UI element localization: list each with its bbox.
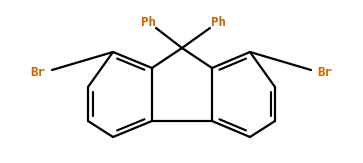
Text: Br: Br xyxy=(30,66,45,79)
Text: Br: Br xyxy=(318,66,333,79)
Text: Ph: Ph xyxy=(211,15,225,29)
Text: Ph: Ph xyxy=(140,15,155,29)
